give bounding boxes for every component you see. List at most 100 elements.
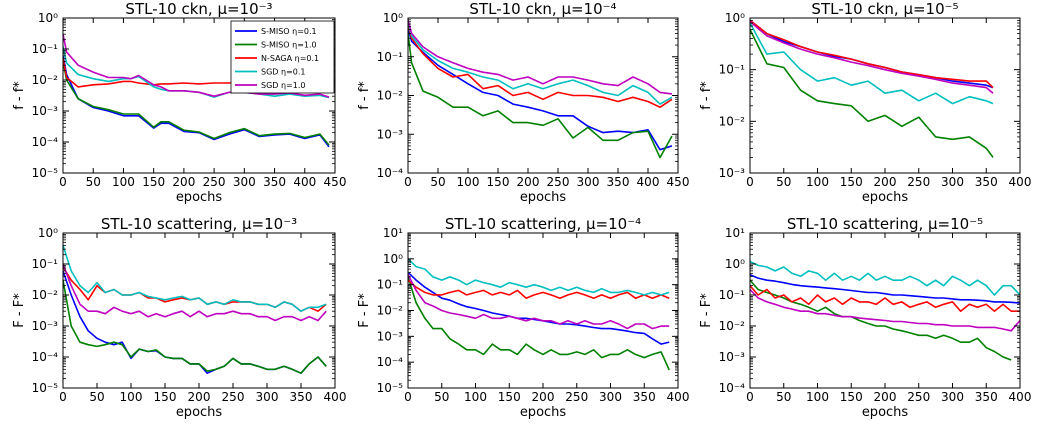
x-tick-label: 150 bbox=[154, 390, 177, 404]
chart-title: STL-10 scattering, μ=10⁻³ bbox=[101, 215, 297, 233]
x-tick-label: 250 bbox=[203, 175, 226, 189]
x-tick-label: 50 bbox=[776, 175, 791, 189]
series-line-0 bbox=[63, 270, 327, 374]
series-line-0 bbox=[408, 271, 670, 345]
y-tick-label: 10⁻⁴ bbox=[32, 135, 59, 149]
x-tick-label: 0 bbox=[404, 175, 412, 189]
series-line-2 bbox=[408, 279, 670, 299]
y-tick-label: 10⁻¹ bbox=[32, 42, 59, 56]
y-tick-label: 10⁻² bbox=[377, 304, 404, 318]
x-tick-label: 200 bbox=[188, 390, 211, 404]
y-tick-label: 10⁻³ bbox=[32, 319, 59, 333]
series-line-1 bbox=[63, 61, 330, 146]
x-tick-label: 100 bbox=[112, 175, 135, 189]
y-tick-label: 10⁰ bbox=[38, 226, 58, 240]
y-tick-label: 10⁻² bbox=[377, 89, 404, 103]
y-tick-label: 10⁻¹ bbox=[377, 278, 404, 292]
x-tick-label: 250 bbox=[565, 390, 588, 404]
x-tick-label: 0 bbox=[746, 175, 754, 189]
y-tick-label: 10⁰ bbox=[725, 257, 745, 271]
x-tick-label: 250 bbox=[547, 175, 570, 189]
x-tick-label: 400 bbox=[1009, 390, 1032, 404]
series-lines bbox=[63, 245, 327, 374]
x-tick-label: 100 bbox=[806, 175, 829, 189]
x-tick-label: 300 bbox=[941, 390, 964, 404]
x-tick-label: 150 bbox=[840, 390, 863, 404]
x-axis-label: epochs bbox=[520, 405, 567, 420]
y-tick-label: 10⁻⁴ bbox=[377, 355, 404, 369]
series-line-2 bbox=[750, 19, 994, 89]
series-lines bbox=[750, 260, 1020, 361]
y-tick-label: 10⁻³ bbox=[377, 329, 404, 343]
series-line-3 bbox=[750, 260, 1020, 296]
subplot-ckn-mu-1e-3: 0 50 100 150 200 250 300 350 400 450 10⁻⁵ 10⁻⁴ 10⁻³ 1… bbox=[12, 0, 346, 205]
legend-entry-0: S-MISO η=0.1 bbox=[261, 27, 317, 36]
x-tick-label: 50 bbox=[430, 175, 445, 189]
y-axis-label: F - F* bbox=[357, 293, 372, 328]
y-tick-label: 10⁻³ bbox=[377, 127, 404, 141]
plot-frame bbox=[749, 232, 1021, 389]
y-tick-label: 10⁻² bbox=[32, 73, 59, 87]
series-line-1 bbox=[63, 280, 327, 374]
series-line-1 bbox=[408, 276, 670, 371]
series-lines bbox=[408, 258, 670, 371]
y-axis-label: F - F* bbox=[12, 293, 27, 328]
x-tick-label: 100 bbox=[120, 390, 143, 404]
series-line-2 bbox=[408, 23, 673, 108]
x-tick-label: 250 bbox=[907, 390, 930, 404]
x-tick-label: 100 bbox=[806, 390, 829, 404]
series-line-0 bbox=[750, 274, 1020, 304]
x-tick-label: 300 bbox=[233, 175, 256, 189]
legend-entry-4: SGD η=1.0 bbox=[261, 81, 305, 90]
x-axis-label: epochs bbox=[862, 190, 909, 205]
chart-title: STL-10 ckn, μ=10⁻⁴ bbox=[469, 0, 616, 18]
chart-title: STL-10 scattering, μ=10⁻⁴ bbox=[445, 215, 641, 233]
y-tick-label: 10⁻¹ bbox=[32, 257, 59, 271]
series-lines bbox=[63, 34, 330, 148]
chart-title: STL-10 scattering, μ=10⁻⁵ bbox=[787, 215, 983, 233]
x-tick-label: 400 bbox=[667, 390, 690, 404]
x-tick-label: 450 bbox=[324, 175, 347, 189]
series-line-1 bbox=[408, 33, 673, 159]
x-axis-label: epochs bbox=[862, 405, 909, 420]
subplot-scattering-mu-1e-5: 0 50 100 150 200 250 300 350 400 10⁻⁴ 10⁻³ 10⁻² 10⁻¹… bbox=[699, 215, 1031, 420]
y-tick-label: 10⁻³ bbox=[719, 166, 746, 180]
legend-entry-2: N-SAGA η=0.1 bbox=[261, 54, 319, 63]
x-tick-label: 0 bbox=[404, 390, 412, 404]
y-tick-label: 10¹ bbox=[725, 226, 745, 240]
y-tick-label: 10⁻¹ bbox=[377, 50, 404, 64]
y-tick-label: 10⁻³ bbox=[719, 350, 746, 364]
x-tick-label: 50 bbox=[434, 390, 449, 404]
x-tick-label: 100 bbox=[464, 390, 487, 404]
series-line-4 bbox=[750, 288, 1020, 332]
x-tick-label: 200 bbox=[532, 390, 555, 404]
y-tick-label: 10⁻¹ bbox=[719, 63, 746, 77]
y-tick-label: 10⁻⁴ bbox=[32, 350, 59, 364]
x-tick-label: 50 bbox=[776, 390, 791, 404]
x-axis-label: epochs bbox=[176, 190, 223, 205]
x-tick-label: 150 bbox=[498, 390, 521, 404]
series-line-1 bbox=[750, 29, 994, 158]
legend-box bbox=[230, 20, 335, 94]
x-tick-label: 350 bbox=[607, 175, 630, 189]
series-line-2 bbox=[750, 285, 1020, 312]
y-tick-label: 10⁻⁴ bbox=[719, 381, 746, 395]
x-tick-label: 300 bbox=[256, 390, 279, 404]
x-axis-label: epochs bbox=[520, 190, 567, 205]
x-tick-label: 350 bbox=[975, 175, 998, 189]
plot-frame bbox=[749, 17, 1021, 174]
y-tick-label: 10⁰ bbox=[725, 11, 745, 25]
x-tick-label: 350 bbox=[975, 390, 998, 404]
y-tick-label: 10⁻⁵ bbox=[32, 381, 59, 395]
x-tick-label: 400 bbox=[293, 175, 316, 189]
x-tick-label: 50 bbox=[89, 390, 104, 404]
x-tick-label: 300 bbox=[599, 390, 622, 404]
x-tick-label: 150 bbox=[487, 175, 510, 189]
x-tick-label: 200 bbox=[874, 175, 897, 189]
x-tick-label: 0 bbox=[59, 175, 67, 189]
x-tick-label: 400 bbox=[637, 175, 660, 189]
series-line-4 bbox=[408, 19, 673, 95]
chart-title: STL-10 ckn, μ=10⁻³ bbox=[125, 0, 272, 18]
y-axis-label: f - f* bbox=[699, 81, 714, 110]
